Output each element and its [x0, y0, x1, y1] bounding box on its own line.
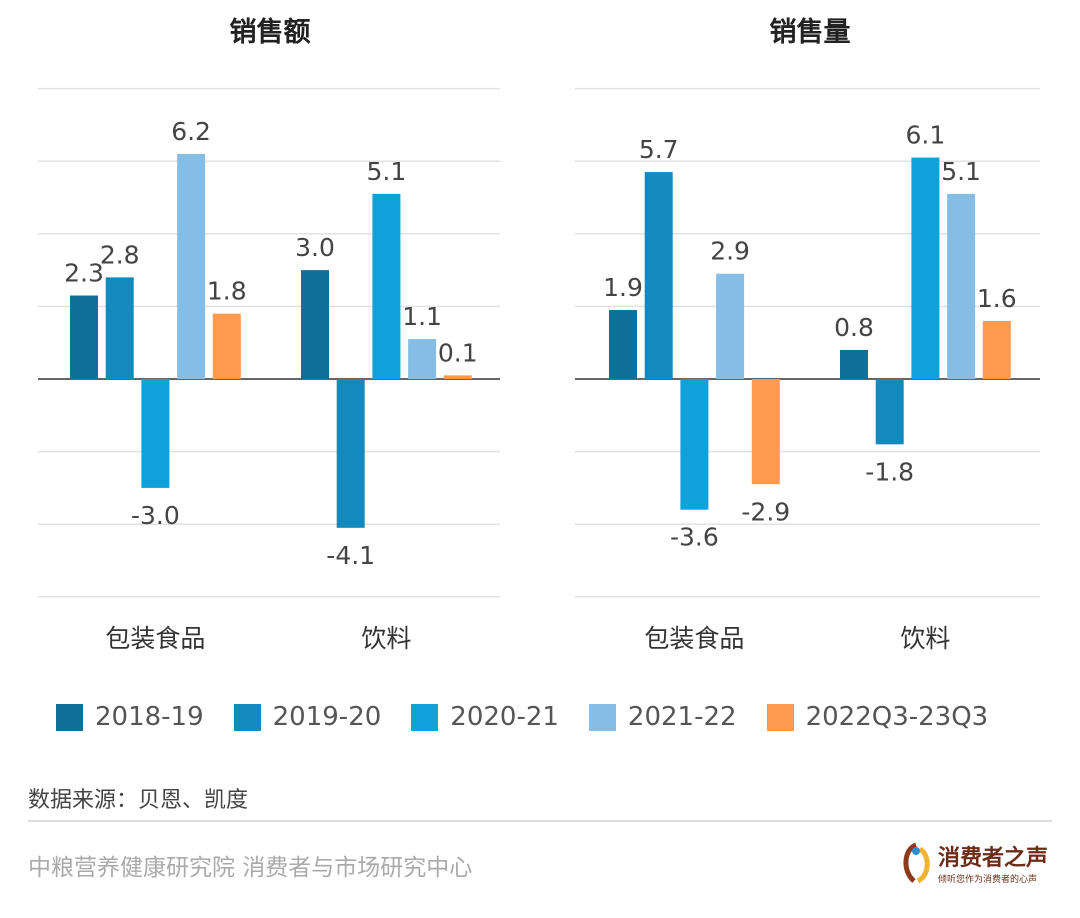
data-label: -4.1 — [326, 541, 375, 570]
legend-label: 2022Q3-23Q3 — [805, 702, 989, 732]
legend-label: 2020-21 — [450, 702, 559, 732]
legend-swatch — [411, 703, 439, 731]
data-source: 数据来源：贝恩、凯度 — [28, 788, 249, 813]
bar — [372, 193, 401, 379]
data-label: -1.8 — [865, 457, 914, 486]
data-label: 1.9 — [603, 273, 643, 302]
bar — [982, 320, 1011, 379]
data-label: 1.1 — [402, 302, 442, 331]
legend-swatch — [56, 703, 83, 731]
bar — [840, 349, 868, 379]
legend-item: 2018-19 — [56, 702, 204, 732]
logo-name: 消费者之声 — [938, 846, 1049, 871]
data-label: -3.0 — [131, 501, 180, 530]
bar — [609, 310, 637, 379]
legend-label: 2019-20 — [272, 702, 382, 732]
bar — [301, 270, 329, 379]
data-label: 3.0 — [295, 233, 335, 262]
data-label: 2.9 — [710, 237, 750, 266]
bar — [105, 277, 134, 379]
bar — [70, 295, 98, 379]
bar — [911, 157, 940, 379]
data-label: 1.6 — [977, 284, 1017, 313]
data-label: 6.2 — [171, 117, 211, 146]
data-label: -3.6 — [670, 523, 719, 552]
category-label: 饮料 — [900, 624, 950, 653]
data-label: 2.8 — [100, 240, 140, 269]
bar — [751, 379, 780, 485]
data-label: 5.1 — [367, 157, 407, 186]
legend-item: 2020-21 — [411, 702, 559, 732]
legend: 2018-19 2019-20 2020-21 2021-22 2022Q3-2… — [56, 702, 988, 732]
data-label: 5.7 — [639, 135, 679, 164]
legend-swatch — [233, 703, 261, 731]
bar — [716, 273, 745, 379]
legend-item: 2021-22 — [588, 702, 737, 732]
data-label: 2.3 — [64, 259, 104, 288]
logo-emblem-icon — [903, 842, 930, 883]
legend-item: 2022Q3-23Q3 — [766, 702, 989, 732]
bar — [443, 375, 472, 379]
legend-swatch — [588, 703, 616, 731]
data-label: -2.9 — [741, 497, 790, 526]
legend-item: 2019-20 — [233, 702, 382, 732]
logo-tagline: 倾听您作为消费者的心声 — [938, 875, 1038, 885]
bar — [680, 379, 709, 510]
data-label: 0.8 — [834, 313, 874, 342]
chart-title-sales-value: 销售额 — [229, 17, 311, 48]
bar — [644, 172, 673, 379]
chart-title-sales-volume: 销售量 — [769, 17, 851, 48]
bar-charts: 包装食品 2.32.8 -3.0 6.2 1.8 饮料 3.0 -4.1 5.1 1.1 0.1 包装… — [38, 87, 1040, 653]
bar — [875, 379, 904, 445]
bar — [947, 193, 976, 379]
category-label: 饮料 — [361, 624, 411, 653]
category-label: 包装食品 — [105, 624, 205, 653]
bar — [336, 379, 365, 528]
bar — [141, 379, 170, 488]
legend-label: 2018-19 — [95, 702, 204, 732]
footer-org: 中粮营养健康研究院 消费者与市场研究中心 — [28, 855, 473, 881]
bar — [212, 313, 241, 379]
category-label: 包装食品 — [644, 624, 744, 653]
bar — [177, 153, 206, 379]
data-label: 1.8 — [207, 277, 247, 306]
logo: 消费者之声 倾听您作为消费者的心声 — [898, 840, 1048, 885]
divider — [28, 820, 1052, 822]
data-label: 5.1 — [941, 157, 981, 186]
legend-label: 2021-22 — [627, 702, 737, 732]
bar — [408, 339, 437, 379]
data-label: 6.1 — [906, 121, 946, 150]
data-label: 0.1 — [438, 338, 478, 367]
legend-swatch — [766, 703, 794, 731]
